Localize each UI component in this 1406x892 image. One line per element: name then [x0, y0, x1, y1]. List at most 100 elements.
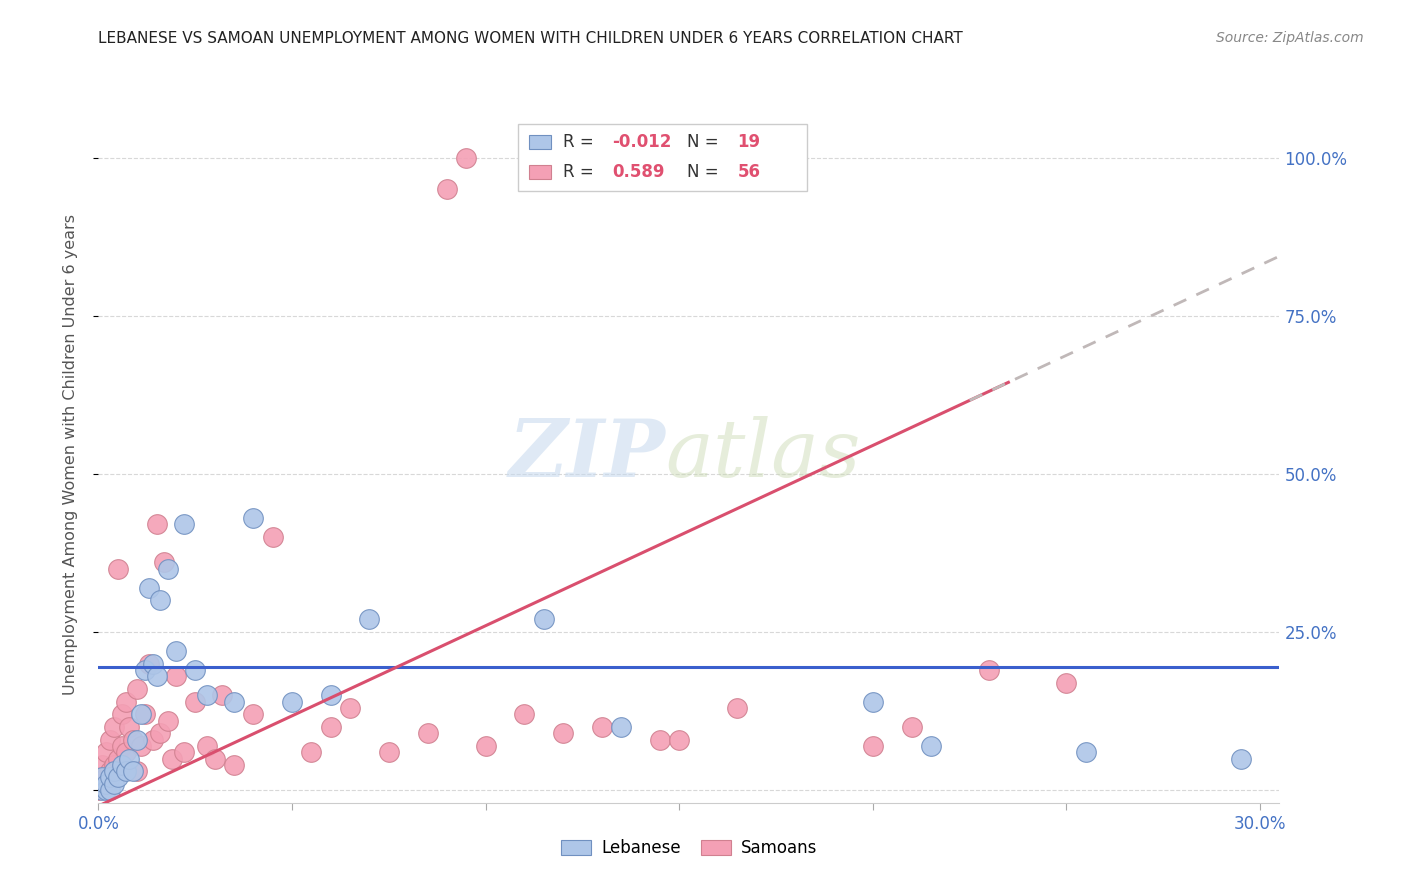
Point — [96, 777, 118, 791]
Point — [862, 739, 884, 753]
Text: R =: R = — [562, 162, 599, 181]
Point — [107, 771, 129, 785]
Point — [281, 695, 304, 709]
Point — [610, 720, 633, 734]
Text: LEBANESE VS SAMOAN UNEMPLOYMENT AMONG WOMEN WITH CHILDREN UNDER 6 YEARS CORRELAT: LEBANESE VS SAMOAN UNEMPLOYMENT AMONG WO… — [98, 31, 963, 46]
Point — [862, 695, 884, 709]
Point — [122, 764, 145, 779]
Point — [648, 732, 671, 747]
Text: -0.012: -0.012 — [612, 133, 672, 151]
Point — [668, 732, 690, 747]
Point — [533, 612, 555, 626]
Point — [96, 783, 118, 797]
Point — [165, 644, 187, 658]
Point — [920, 739, 942, 753]
Point — [114, 695, 136, 709]
FancyBboxPatch shape — [517, 124, 807, 191]
Point — [153, 556, 176, 570]
Point — [111, 757, 134, 772]
Legend: Lebanese, Samoans: Lebanese, Samoans — [554, 833, 824, 864]
Y-axis label: Unemployment Among Women with Children Under 6 years: Unemployment Among Women with Children U… — [63, 214, 77, 696]
Point — [98, 732, 121, 747]
Point — [195, 739, 218, 753]
Point — [145, 517, 167, 532]
Text: 19: 19 — [737, 133, 761, 151]
Point — [98, 771, 121, 785]
Point — [134, 663, 156, 677]
Text: 56: 56 — [737, 162, 761, 181]
Point — [122, 732, 145, 747]
Point — [262, 530, 284, 544]
Point — [91, 771, 114, 785]
Point — [1229, 751, 1251, 765]
Point — [91, 783, 114, 797]
Point — [103, 720, 125, 734]
Point — [416, 726, 439, 740]
Point — [436, 182, 458, 196]
Point — [129, 739, 152, 753]
Point — [299, 745, 322, 759]
Point — [127, 732, 149, 747]
Point — [551, 726, 574, 740]
Point — [222, 757, 245, 772]
Point — [211, 688, 233, 702]
Point — [98, 783, 121, 797]
Point — [900, 720, 922, 734]
Point — [725, 701, 748, 715]
Point — [319, 688, 342, 702]
Point — [118, 751, 141, 765]
Point — [165, 669, 187, 683]
Text: 0.589: 0.589 — [612, 162, 665, 181]
Text: N =: N = — [686, 133, 724, 151]
Point — [195, 688, 218, 702]
Point — [129, 707, 152, 722]
Point — [378, 745, 401, 759]
Point — [149, 593, 172, 607]
Point — [103, 777, 125, 791]
Point — [242, 511, 264, 525]
Point — [87, 771, 110, 785]
FancyBboxPatch shape — [530, 135, 551, 149]
Text: ZIP: ZIP — [509, 417, 665, 493]
FancyBboxPatch shape — [530, 165, 551, 178]
Point — [138, 657, 160, 671]
Point — [107, 751, 129, 765]
Point — [319, 720, 342, 734]
Point — [456, 151, 478, 165]
Point — [107, 562, 129, 576]
Point — [127, 764, 149, 779]
Point — [103, 757, 125, 772]
Point — [591, 720, 613, 734]
Point — [87, 783, 110, 797]
Text: R =: R = — [562, 133, 599, 151]
Point — [242, 707, 264, 722]
Text: N =: N = — [686, 162, 724, 181]
Point — [173, 517, 195, 532]
Point — [111, 707, 134, 722]
Text: Source: ZipAtlas.com: Source: ZipAtlas.com — [1216, 31, 1364, 45]
Point — [359, 612, 381, 626]
Point — [118, 720, 141, 734]
Point — [127, 681, 149, 696]
Point — [222, 695, 245, 709]
Point — [138, 581, 160, 595]
Point — [173, 745, 195, 759]
Text: atlas: atlas — [665, 417, 860, 493]
Point — [184, 663, 207, 677]
Point — [474, 739, 496, 753]
Point — [160, 751, 183, 765]
Point — [96, 771, 118, 785]
Point — [339, 701, 361, 715]
Point — [204, 751, 226, 765]
Point — [1056, 675, 1078, 690]
Point — [142, 657, 165, 671]
Point — [977, 663, 1000, 677]
Point — [1074, 745, 1097, 759]
Point — [91, 757, 114, 772]
Point — [98, 764, 121, 779]
Point — [134, 707, 156, 722]
Point — [114, 764, 136, 779]
Point — [149, 726, 172, 740]
Point — [184, 695, 207, 709]
Point — [103, 764, 125, 779]
